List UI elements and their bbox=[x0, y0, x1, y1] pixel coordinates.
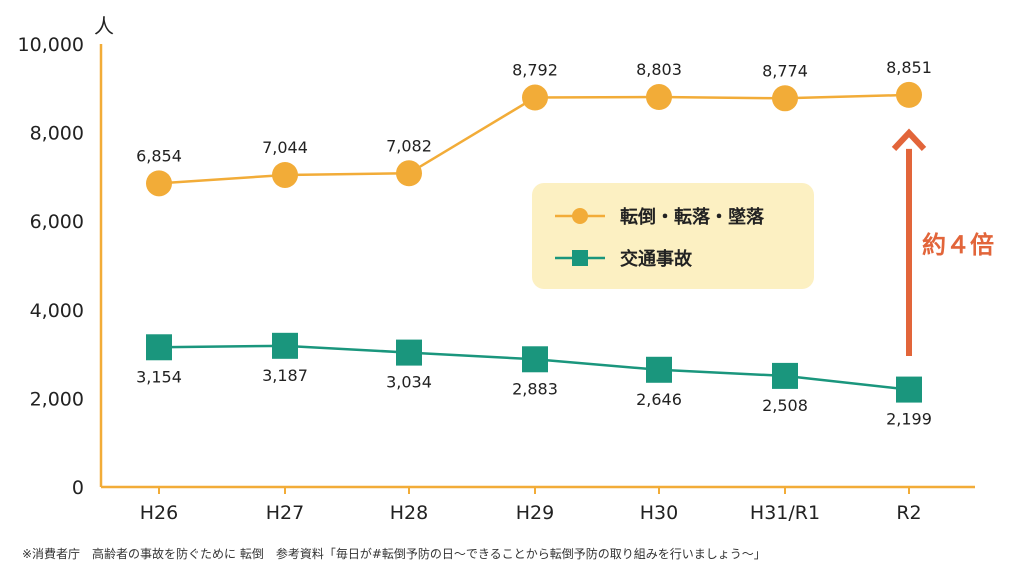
y-tick-label: 0 bbox=[72, 477, 84, 499]
data-point-circle bbox=[146, 170, 172, 197]
y-axis-unit: 人 bbox=[94, 14, 114, 38]
series-1: 6,854 7,044 7,082 8,792 8,803 8,774 8,851 bbox=[136, 58, 932, 197]
data-point-circle bbox=[896, 81, 922, 108]
x-tick-label: H26 bbox=[140, 502, 178, 524]
y-axis-ticks: 0 2,000 4,000 6,000 8,000 10,000 bbox=[18, 34, 84, 499]
legend-box bbox=[532, 183, 814, 289]
y-tick-label: 2,000 bbox=[30, 388, 84, 410]
data-label: 8,792 bbox=[512, 61, 558, 80]
annotation: 約４倍 bbox=[891, 128, 994, 356]
series-2: 3,154 3,187 3,034 2,883 2,646 2,508 2,199 bbox=[136, 332, 932, 429]
data-point-circle bbox=[272, 161, 298, 188]
x-tick-label: H27 bbox=[266, 502, 304, 524]
data-point-square bbox=[396, 339, 422, 366]
series-group: 6,854 7,044 7,082 8,792 8,803 8,774 8,851 3,154… bbox=[136, 58, 932, 429]
axes bbox=[99, 44, 975, 489]
legend-circle-marker bbox=[572, 208, 588, 224]
data-label: 2,883 bbox=[512, 379, 558, 398]
data-point-square bbox=[146, 334, 172, 361]
legend-label: 転倒・転落・墜落 bbox=[620, 206, 765, 228]
data-point-circle bbox=[396, 160, 422, 187]
data-point-square bbox=[522, 346, 548, 373]
data-label: 8,851 bbox=[886, 58, 932, 77]
data-point-circle bbox=[522, 84, 548, 111]
data-label: 2,646 bbox=[636, 390, 682, 409]
source-note: ※消費者庁 高齢者の事故を防ぐために 転倒 参考資料「毎日が#転倒予防の日〜でき… bbox=[22, 546, 766, 561]
y-tick-label: 10,000 bbox=[18, 34, 84, 56]
data-point-square bbox=[896, 376, 922, 403]
annotation-text: 約４倍 bbox=[922, 231, 994, 259]
x-tick-label: H29 bbox=[516, 502, 554, 524]
x-tick-label: H28 bbox=[390, 502, 428, 524]
data-label: 3,034 bbox=[386, 373, 432, 392]
data-point-circle bbox=[772, 85, 798, 112]
x-tick-label: R2 bbox=[896, 502, 921, 524]
x-tick-label: H31/R1 bbox=[750, 502, 820, 524]
data-label: 3,154 bbox=[136, 367, 182, 386]
y-tick-label: 4,000 bbox=[30, 300, 84, 322]
data-label: 8,803 bbox=[636, 60, 682, 79]
data-label: 8,774 bbox=[762, 61, 808, 80]
data-point-circle bbox=[646, 84, 672, 111]
data-point-square bbox=[772, 362, 798, 389]
legend-square-marker bbox=[572, 250, 588, 266]
y-tick-label: 6,000 bbox=[30, 211, 84, 233]
data-label: 2,508 bbox=[762, 396, 808, 415]
data-label: 7,044 bbox=[262, 138, 308, 157]
x-axis-ticks: H26 H27 H28 H29 H30 H31/R1 R2 bbox=[140, 487, 922, 524]
legend-label: 交通事故 bbox=[620, 248, 693, 270]
data-label: 3,187 bbox=[262, 366, 308, 385]
x-tick-label: H30 bbox=[640, 502, 678, 524]
y-tick-label: 8,000 bbox=[30, 123, 84, 145]
data-point-square bbox=[646, 356, 672, 383]
data-point-square bbox=[272, 332, 298, 359]
data-label: 2,199 bbox=[886, 410, 932, 429]
data-label: 6,854 bbox=[136, 146, 182, 165]
data-label: 7,082 bbox=[386, 136, 432, 155]
annotation-arrow-head bbox=[891, 128, 927, 151]
